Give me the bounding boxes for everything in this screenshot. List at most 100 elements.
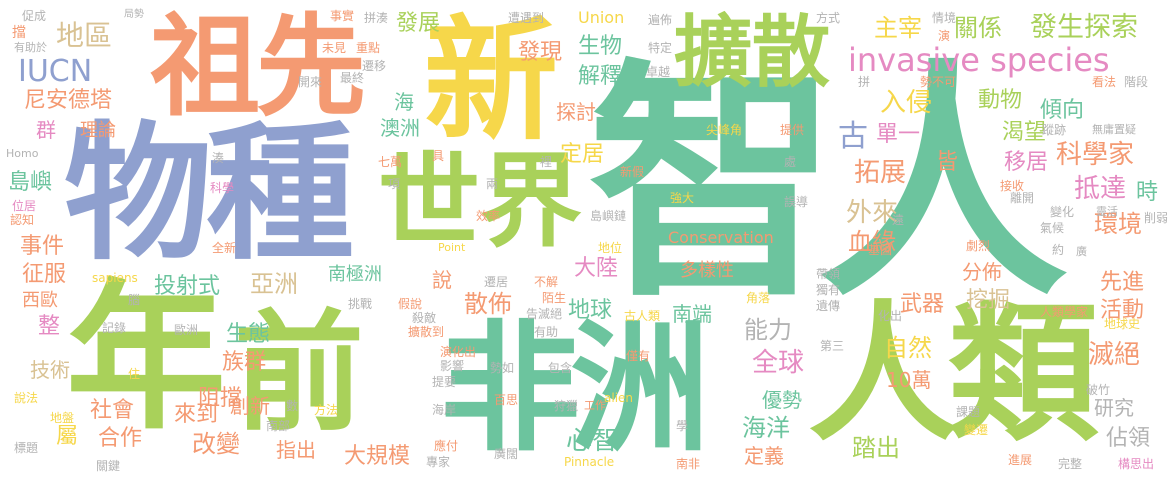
word-zuqun: 族群 (222, 350, 267, 375)
word-huachu: 化出 (878, 309, 903, 323)
word-baohan: 包含 (548, 361, 573, 375)
word-fangfa: 方法 (314, 403, 339, 417)
word-jilu: 記錄 (102, 321, 127, 335)
word-conservation: Conservation (668, 228, 774, 247)
word-qingxiang: 傾向 (1040, 98, 1085, 123)
word-zhiren: 智人 (588, 39, 1068, 330)
word-dongwu: 動物 (978, 88, 1023, 113)
word-kexuejia: 科學家 (1056, 140, 1135, 170)
word-shijie: 世界 (378, 143, 582, 262)
word-nian: 年 (66, 264, 227, 451)
word-mosheng: 陌生 (542, 291, 567, 305)
word-wanzheng: 完整 (1058, 457, 1083, 471)
word-wailai: 外來 (846, 198, 899, 228)
word-bujie: 不解 (534, 275, 559, 289)
word-ruqin: 入侵 (880, 88, 933, 118)
word-nengli: 能力 (744, 316, 792, 344)
word-shiwan: 10萬 (886, 368, 932, 392)
word-nao: 腦 (128, 293, 141, 307)
word-faxian: 發現 (518, 40, 563, 65)
word-feizhou: 非洲 (440, 308, 710, 471)
word-julie: 劇烈 (966, 239, 991, 253)
word-bianqian: 變遷 (964, 423, 989, 437)
word-nanjizhou: 南極洲 (328, 264, 382, 285)
word-wuyuzhiyi: 無庸置疑 (1092, 123, 1136, 136)
word-haiyang: 海洋 (742, 414, 790, 442)
word-nanbu: 南部 (266, 419, 291, 433)
word-jie: 皆 (936, 150, 959, 175)
word-qiangda: 強大 (670, 191, 695, 205)
word-daguimo: 大規模 (344, 444, 411, 469)
word-yazhou: 亞洲 (250, 270, 298, 298)
word-kuosandao: 擴散到 (408, 325, 445, 339)
word-jiyin: 基因 (868, 243, 893, 257)
word-sapiens: sapiens (92, 271, 138, 285)
word-alien: alien (604, 391, 634, 405)
word-weizhi: 位居 (12, 199, 37, 213)
word-tachu: 踏出 (852, 434, 900, 462)
word-pinnacle: Pinnacle (564, 455, 615, 469)
word-chu: 處 (784, 155, 797, 169)
word-yinghua: 演化出 (440, 345, 477, 359)
word-dute: 獨有 (816, 283, 841, 297)
word-zhuoyue: 卓越 (646, 65, 671, 79)
word-ketai: 課題 (956, 405, 981, 419)
word-lingxiu: 靈活 (1096, 205, 1118, 218)
word-zaoyudao: 遭遇到 (508, 11, 545, 25)
word-lilun: 理論 (80, 120, 116, 141)
word-diqiushi: 地球史 (1104, 317, 1141, 331)
word-laidao: 來到 (174, 402, 219, 427)
word-weijian: 未見 (322, 41, 347, 55)
word-hezuo: 合作 (98, 426, 143, 451)
word-pincou: 拼湊 (364, 11, 389, 25)
word-bianhua: 變化 (1050, 205, 1075, 219)
word-zuduan: 阻擋 (198, 386, 243, 411)
word-guanjian: 關鍵 (96, 459, 121, 473)
word-diqu: 地區 (56, 19, 113, 52)
word-chongdian: 重點 (356, 41, 381, 55)
word-jiaoluo: 角落 (746, 291, 771, 305)
word-youzhu: 有助 (534, 325, 559, 339)
word-gurenlei: 古人類 (624, 309, 661, 323)
word-jieshi: 解釋 (578, 64, 623, 89)
word-cucheng: 促成 (22, 9, 47, 23)
word-fazhan: 發展 (396, 11, 441, 36)
word-daoyulian: 島嶼鏈 (590, 209, 627, 223)
word-gaibian: 改變 (192, 430, 240, 458)
word-ouzhou: 歐洲 (174, 323, 199, 337)
word-zuxian: 祖先 (150, 3, 366, 131)
word-yue: 約 (1052, 243, 1065, 257)
word-fasheng: 發生探索 (1030, 12, 1138, 43)
word-zuizhong: 最終 (340, 71, 365, 85)
word-kewang: 渴望 (1002, 120, 1047, 145)
word-kailai: 開來 (298, 75, 323, 89)
word-yichuan: 遺傳 (816, 299, 841, 313)
word-diwei: 地位 (598, 241, 623, 255)
word-zhengfu: 征服 (22, 262, 67, 287)
word-miejue: 滅絕 (1088, 340, 1141, 370)
word-quanxin: 全新 (212, 241, 237, 255)
word-daoda: 抵達 (1074, 174, 1127, 204)
word-cou: 湊 (212, 151, 225, 165)
word-xiaolu: 效率 (476, 209, 501, 223)
word-tiyao: 提要 (432, 375, 457, 389)
word-dalu: 大陸 (574, 256, 619, 281)
word-dang: 擋 (12, 25, 26, 41)
word-iucn: IUCN (18, 54, 93, 89)
word-zhiyou: 僅有 (626, 349, 651, 363)
word-kanfa: 看法 (1092, 75, 1117, 89)
word-shu: 屬 (56, 424, 79, 449)
word-shengtai: 生態 (226, 322, 271, 347)
word-nanduan: 南端 (672, 302, 712, 326)
word-dingju: 定居 (560, 142, 605, 167)
word-baisi: 百思 (494, 393, 519, 407)
word-shuofa: 說法 (14, 391, 39, 405)
word-yiju: 移居 (1004, 150, 1049, 175)
word-jishu: 技術 (30, 358, 70, 382)
word-wuduan: 誤導 (784, 195, 809, 209)
word-xiou: 西歐 (22, 290, 58, 311)
word-shengwu: 生物 (578, 34, 623, 59)
word-shishi: 事實 (330, 9, 355, 23)
word-zheng: 整 (38, 314, 61, 339)
